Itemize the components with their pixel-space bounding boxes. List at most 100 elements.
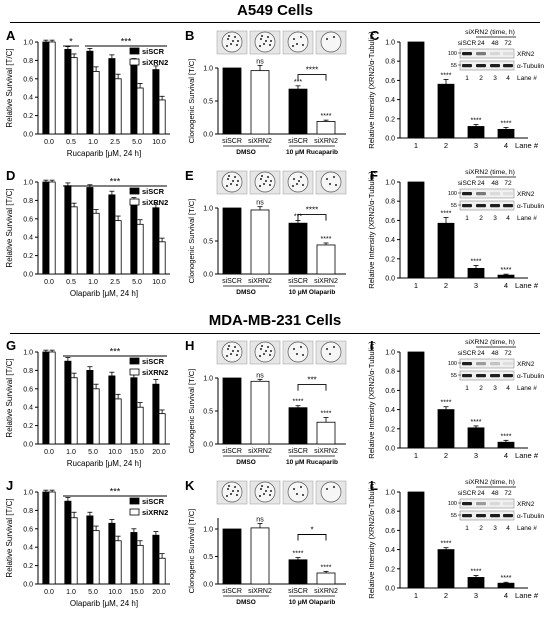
bar-lane-2 <box>437 83 455 139</box>
blot-lane-number: 2 <box>479 385 483 392</box>
blot-band <box>476 502 486 506</box>
blot-lane-label: Lane # <box>517 75 537 82</box>
colony-dot <box>227 488 229 490</box>
bar-sixrn2 <box>48 181 56 275</box>
legend-label: siXRN2 <box>142 58 168 67</box>
blot-lane-number: 3 <box>493 525 497 532</box>
bar-sixrn2 <box>92 388 100 445</box>
colony-plate <box>254 341 276 363</box>
blot-mw-label: 100 <box>448 361 457 367</box>
bar-siscr <box>42 491 50 585</box>
blot-band <box>490 204 500 208</box>
bar-lane-4 <box>497 441 515 449</box>
significance-label: **** <box>501 120 512 127</box>
colony-dot <box>300 486 302 488</box>
blot-band-label: XRN2 <box>517 191 535 198</box>
blot-title: siXRN2 (time, h) <box>465 29 515 36</box>
significance-label: **** <box>293 551 304 558</box>
x-tick-label: 15.0 <box>130 589 144 596</box>
colony-dot <box>232 180 234 182</box>
blot-band <box>503 514 513 518</box>
colony-dot <box>333 176 335 178</box>
x-tick-label: 20.0 <box>152 589 166 596</box>
y-tick-label: 0.6 <box>23 216 33 223</box>
colony-dot <box>270 180 272 182</box>
bar-sixrn2 <box>316 572 336 585</box>
bar-sixrn2 <box>70 377 78 445</box>
bar-lane-1 <box>407 181 425 279</box>
x-tick-label: 0.0 <box>44 279 54 286</box>
y-tick-label: 0.4 <box>385 237 395 244</box>
panel-letter-K: K <box>185 478 195 493</box>
y-tick-label: 0.2 <box>385 566 395 573</box>
blot-band <box>476 52 486 56</box>
blot-column-label: 72 <box>504 180 512 187</box>
blot-band <box>462 502 472 506</box>
blot-lane-number: 1 <box>465 75 469 82</box>
colony-dot <box>326 178 328 180</box>
colony-dot <box>259 185 261 187</box>
blot-band <box>490 502 500 506</box>
x-axis-label: Lane # <box>515 281 539 290</box>
y-axis-label: Clonogenic Survival [T/C] <box>187 199 196 284</box>
blot-column-label: 72 <box>504 490 512 497</box>
colony-dot <box>226 495 228 497</box>
colony-dot <box>300 36 302 38</box>
colony-dot <box>269 44 271 46</box>
bar-siscr <box>152 207 160 275</box>
blot-band <box>490 514 500 518</box>
significance-label: ns <box>256 58 264 65</box>
bar-sixrn2 <box>70 517 78 585</box>
x-tick-label: siXRN2 <box>314 448 338 455</box>
colony-dot <box>259 355 261 357</box>
blot-lane-label: Lane # <box>517 215 537 222</box>
significance-label: **** <box>471 118 482 125</box>
x-tick-label: 4 <box>504 451 508 460</box>
panel-letter-B: B <box>185 28 194 43</box>
bar-sixrn2 <box>136 223 144 275</box>
blot-band-label: α-Tubulin <box>517 373 544 380</box>
bar-siscr <box>64 185 72 275</box>
legend-label: siSCR <box>142 47 165 56</box>
significance-label: **** <box>471 419 482 426</box>
y-axis-label: Relative Survival [T/C] <box>5 48 14 127</box>
blot-band <box>462 374 472 378</box>
blot-mw-label: 100 <box>448 51 457 57</box>
significance-label: **** <box>321 236 332 243</box>
bar-siscr <box>86 187 94 275</box>
colony-dot <box>302 44 304 46</box>
colony-dot <box>333 486 335 488</box>
y-tick-label: 0.4 <box>23 405 33 412</box>
y-tick-label: 1.0 <box>23 490 33 497</box>
y-tick-label: 1.0 <box>203 376 213 383</box>
x-tick-label: 2.5 <box>110 139 120 146</box>
x-tick-label: 3 <box>474 451 478 460</box>
x-tick-label: 3 <box>474 591 478 600</box>
colony-dot <box>296 43 298 45</box>
colony-dot <box>232 40 234 42</box>
y-axis-label: Relative Survival [T/C] <box>5 358 14 437</box>
y-tick-label: 0.4 <box>385 547 395 554</box>
significance-label: **** <box>441 400 452 407</box>
x-tick-label: 20.0 <box>152 449 166 456</box>
bar-sixrn2 <box>114 220 122 275</box>
y-tick-label: 0.6 <box>385 388 395 395</box>
colony-dot <box>296 353 298 355</box>
group-label: 10 μM Olaparib <box>289 289 336 296</box>
x-tick-label: 2 <box>444 451 448 460</box>
colony-dot <box>293 38 295 40</box>
bar-lane-2 <box>437 549 455 589</box>
colony-dot <box>269 184 271 186</box>
x-tick-label: siSCR <box>222 278 242 285</box>
bar-siscr <box>64 48 72 135</box>
colony-dot <box>261 175 263 177</box>
colony-dot <box>261 485 263 487</box>
colony-dot <box>270 40 272 42</box>
blot-membrane <box>459 48 515 59</box>
significance-bracket <box>297 534 327 541</box>
colony-dot <box>298 180 300 182</box>
bar-lane-2 <box>437 222 455 279</box>
bar-sixrn2 <box>250 380 270 445</box>
y-tick-label: 0.6 <box>385 78 395 85</box>
colony-dot <box>234 346 236 348</box>
